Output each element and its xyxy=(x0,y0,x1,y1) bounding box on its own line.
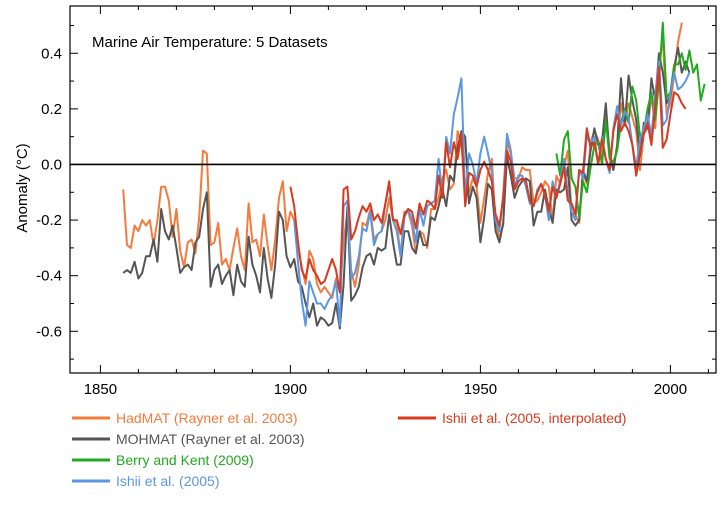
chart-title: Marine Air Temperature: 5 Datasets xyxy=(92,34,328,51)
legend-label: Ishii et al. (2005) xyxy=(116,473,220,489)
legend-label: Ishii et al. (2005, interpolated) xyxy=(442,410,626,426)
y-axis-title: Anomaly (°C) xyxy=(14,143,31,232)
legend: HadMAT (Rayner et al. 2003) MOHMAT (Rayne… xyxy=(72,410,626,489)
y-tick-label: -0.2 xyxy=(36,212,62,229)
series-line-berry-and-kent-2009 xyxy=(555,21,706,219)
x-tick-label: 1900 xyxy=(274,381,307,398)
ticks-layer: 1850 1900 1950 2000 -0.6 -0.4 -0.2 0.0 0.2 0.4 xyxy=(36,6,716,398)
plot-frame xyxy=(69,5,717,374)
y-tick-label: 0.2 xyxy=(41,101,62,118)
x-tick-label: 2000 xyxy=(654,381,687,398)
x-tick-label: 1950 xyxy=(464,381,497,398)
legend-label: Berry and Kent (2009) xyxy=(116,452,254,468)
x-tick-label: 1850 xyxy=(84,381,117,398)
series-line-ishii-et-al-2005 xyxy=(293,60,691,327)
series-layer xyxy=(122,21,706,330)
y-tick-label: 0.4 xyxy=(41,45,62,62)
legend-label: MOHMAT (Rayner et al. 2003) xyxy=(116,431,305,447)
y-tick-label: -0.6 xyxy=(36,323,62,340)
y-tick-label: -0.4 xyxy=(36,268,62,285)
series-line-mohmat-rayner-et-al-2003 xyxy=(122,46,691,330)
series-line-ishii-et-al-2005-interpolated xyxy=(289,66,687,294)
y-tick-label: 0.0 xyxy=(41,156,62,173)
legend-label: HadMAT (Rayner et al. 2003) xyxy=(116,410,298,426)
